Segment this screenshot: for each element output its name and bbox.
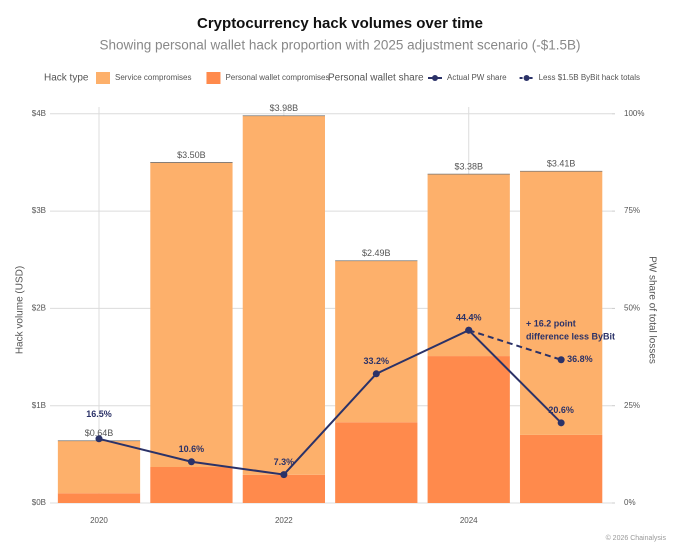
- bar: [335, 422, 418, 503]
- y2-tick-label: 0%: [624, 498, 636, 507]
- y-tick-label: $2B: [32, 304, 46, 313]
- legend-swatch: [206, 72, 221, 84]
- data-label: 20.6%: [548, 405, 574, 415]
- y-axis-label: Hack volume (USD): [15, 266, 26, 354]
- bar: [520, 434, 603, 503]
- bar: [427, 174, 510, 357]
- x-tick-label: 2024: [460, 516, 478, 525]
- bar: [57, 493, 141, 503]
- bar: [520, 171, 603, 435]
- data-label: 10.6%: [179, 444, 205, 454]
- point: [557, 356, 565, 364]
- bar: [150, 467, 233, 503]
- y2-axis-label: PW share of total losses: [646, 256, 657, 364]
- point: [187, 458, 195, 466]
- x-tick-label: 2022: [275, 516, 293, 525]
- y-tick-label: $3B: [32, 206, 46, 215]
- legend-title: Personal wallet share: [328, 73, 424, 84]
- point: [372, 370, 380, 378]
- legend-title: Hack type: [44, 73, 89, 84]
- y-tick-label: $4B: [32, 109, 46, 118]
- source: © 2026 Chainalysis: [606, 534, 667, 542]
- data-label: 7.3%: [274, 457, 295, 467]
- legend-marker: [523, 75, 530, 81]
- y-tick-label: $0B: [32, 498, 46, 507]
- legend-label: Actual PW share: [447, 73, 507, 82]
- data-label: 33.2%: [364, 356, 390, 366]
- line: [468, 329, 562, 361]
- bar: [150, 162, 233, 467]
- total-label: $3.38B: [454, 162, 483, 172]
- annotation: difference less ByBit: [526, 331, 615, 341]
- point: [95, 435, 103, 443]
- line: [98, 328, 562, 476]
- bar: [335, 260, 418, 423]
- x-tick-label: 2020: [90, 516, 108, 525]
- legend-label: Less $1.5B ByBit hack totals: [539, 73, 640, 82]
- total-label: $0.64B: [85, 428, 114, 438]
- data-label: 36.8%: [567, 354, 593, 364]
- y-tick-label: $1B: [32, 401, 46, 410]
- legend-label: Service compromises: [115, 73, 191, 82]
- point: [465, 326, 473, 334]
- y2-tick-label: 50%: [624, 304, 640, 313]
- chart-subtitle: Showing personal wallet hack proportion …: [99, 38, 580, 53]
- chart-title: Cryptocurrency hack volumes over time: [197, 15, 483, 32]
- total-label: $3.50B: [177, 150, 206, 160]
- bar: [427, 356, 510, 503]
- legend-swatch: [96, 72, 110, 84]
- y2-tick-label: 100%: [624, 109, 644, 118]
- legend-label: Personal wallet compromises: [225, 73, 329, 82]
- data-label: 44.4%: [456, 313, 482, 323]
- bar: [242, 474, 325, 503]
- total-label: $3.98B: [270, 103, 299, 113]
- point: [280, 471, 288, 479]
- legend-marker: [432, 75, 438, 81]
- point: [557, 419, 565, 427]
- y2-tick-label: 25%: [624, 401, 640, 410]
- y2-tick-label: 75%: [624, 206, 640, 215]
- bar: [57, 440, 141, 494]
- total-label: $3.41B: [547, 159, 576, 169]
- total-label: $2.49B: [362, 248, 391, 258]
- bar: [242, 115, 325, 475]
- annotation: + 16.2 point: [526, 318, 576, 328]
- data-label: 16.5%: [86, 409, 112, 419]
